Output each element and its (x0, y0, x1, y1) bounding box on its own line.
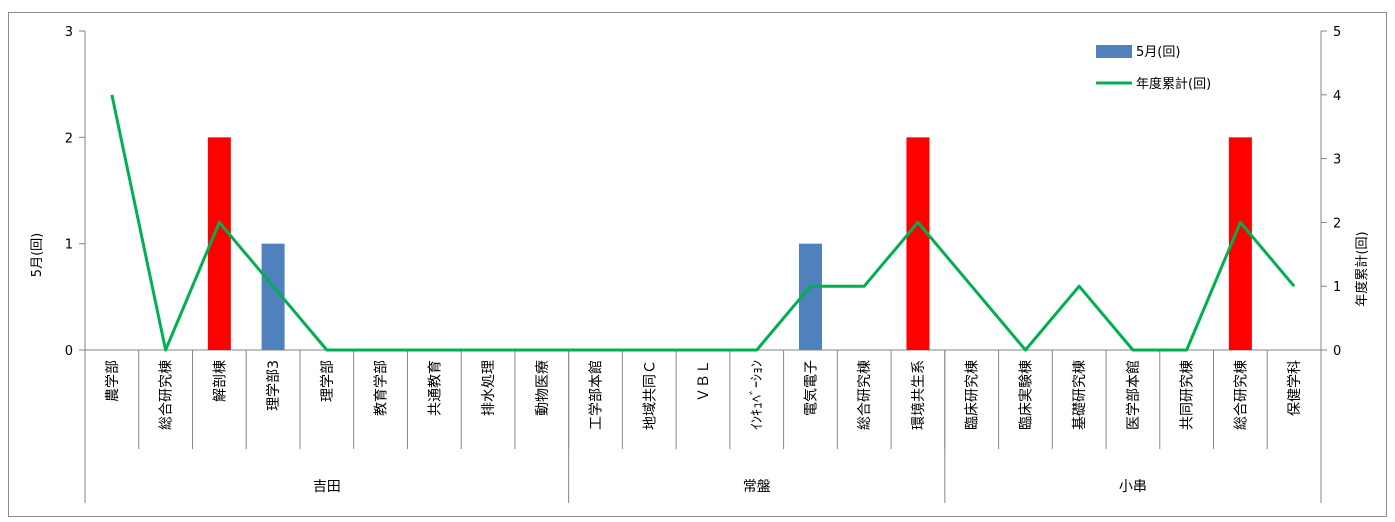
y-axis-label-right: 年度累計(回) (1354, 231, 1370, 306)
y-tick-label-right: 2 (1333, 216, 1341, 231)
bar (261, 243, 285, 350)
category-label: 環境共生系 (911, 360, 927, 430)
category-label: 排水処理 (481, 360, 497, 416)
category-label: 農学部 (105, 360, 121, 402)
y-tick-label-left: 1 (65, 238, 73, 253)
cumulative-line-path (110, 94, 1296, 352)
y-tick-label-left: 3 (65, 25, 73, 40)
bar (207, 137, 231, 350)
group-label: 常盤 (743, 479, 771, 495)
y-tick-label-right: 5 (1333, 25, 1341, 40)
category-label: 総合研究棟 (1233, 360, 1249, 430)
category-label: ｲﾝｷｭﾍﾞｰｼｮﾝ (750, 360, 766, 430)
bars (207, 137, 1252, 350)
category-label: 臨床研究棟 (965, 360, 981, 430)
legend-bar-swatch (1096, 45, 1132, 58)
y-tick-label-left: 2 (65, 131, 73, 146)
category-label: 電気電子 (803, 360, 819, 416)
category-label: 動物医療 (534, 360, 551, 416)
chart-frame: 0 1 2 3 0 1 2 3 4 5 農学部 総合研究棟 解剖棟 理学部3 理学部 教育学部 共通教育 排水処… (8, 12, 1387, 517)
category-labels: 農学部 総合研究棟 解剖棟 理学部3 理学部 教育学部 共通教育 排水処理 動物医療 工学部本館 地… (105, 360, 1303, 430)
category-label: 地域共同Ｃ (642, 360, 658, 430)
category-label: 理学部3 (266, 360, 282, 411)
legend: 5月(回) 年度累計(回) (1096, 45, 1211, 92)
category-label: 保健学科 (1287, 360, 1303, 416)
category-label: 工学部本館 (588, 360, 605, 430)
category-label: 共同研究棟 (1180, 360, 1196, 430)
combo-chart: 0 1 2 3 0 1 2 3 4 5 農学部 総合研究棟 解剖棟 理学部3 理学部 教育学部 共通教育 排水処… (30, 25, 1370, 503)
bar (906, 137, 930, 350)
category-label: 解剖棟 (212, 360, 228, 402)
category-label: 共通教育 (427, 360, 443, 416)
category-label: 総合研究棟 (857, 360, 873, 430)
category-label: ＶＢＬ (696, 360, 712, 402)
bar (798, 243, 822, 350)
group-label: 吉田 (313, 479, 341, 495)
category-label: 医学部本館 (1125, 360, 1142, 430)
y-tick-label-right: 1 (1333, 280, 1341, 295)
bar (1228, 137, 1252, 350)
legend-bar-label: 5月(回) (1136, 45, 1180, 60)
category-label: 臨床実験棟 (1018, 360, 1034, 430)
y-tick-label-right: 3 (1333, 153, 1341, 168)
y-tick-label-right: 4 (1333, 89, 1341, 104)
y-tick-label-right: 0 (1333, 344, 1341, 359)
category-label: 理学部 (320, 360, 336, 402)
category-label: 基礎研究棟 (1071, 360, 1088, 430)
group-labels: 吉田 常盤 小串 (313, 479, 1147, 495)
category-label: 教育学部 (374, 360, 390, 416)
legend-line-label: 年度累計(回) (1136, 76, 1211, 92)
y-tick-label-left: 0 (65, 344, 73, 359)
category-label: 総合研究棟 (159, 360, 175, 430)
group-label: 小串 (1119, 479, 1147, 495)
cumulative-line (110, 94, 1296, 352)
y-axis-label-left: 5月(回) (30, 233, 45, 277)
